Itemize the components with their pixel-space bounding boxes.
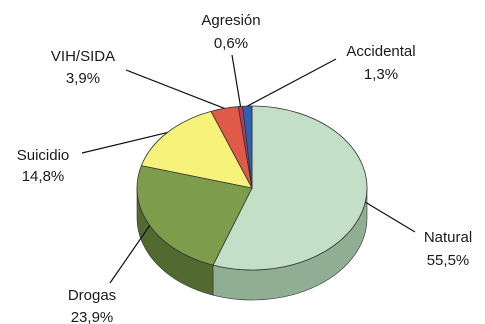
label-natural-name: Natural — [424, 229, 472, 246]
label-vih-value: 3,9% — [66, 70, 100, 87]
label-accidental-name: Accidental — [346, 43, 415, 60]
slice-drogas — [136, 165, 253, 266]
label-drogas-value: 23,9% — [71, 309, 114, 324]
leader-line-vih — [125, 69, 225, 109]
leader-line-natural — [364, 201, 416, 233]
leader-line-agresion — [231, 54, 242, 107]
leader-line-suicidio — [81, 132, 168, 154]
label-suicidio-value: 14,8% — [22, 168, 65, 185]
leader-line-drogas — [109, 225, 151, 284]
label-natural-value: 55,5% — [427, 252, 470, 269]
label-accidental-value: 1,3% — [364, 66, 398, 83]
pie-slices — [136, 105, 368, 271]
label-drogas-name: Drogas — [68, 287, 116, 304]
label-suicidio-name: Suicidio — [17, 147, 70, 164]
slice-natural — [212, 105, 368, 271]
label-vih-name: VIH/SIDA — [51, 48, 115, 65]
leader-line-accidental — [247, 58, 337, 107]
label-agresion-name: Agresión — [201, 12, 260, 29]
label-agresion-value: 0,6% — [214, 35, 248, 52]
slice-labels: Natural 55,5% Drogas 23,9% Suicidio 14,8… — [17, 12, 472, 324]
leader-lines — [81, 54, 416, 284]
